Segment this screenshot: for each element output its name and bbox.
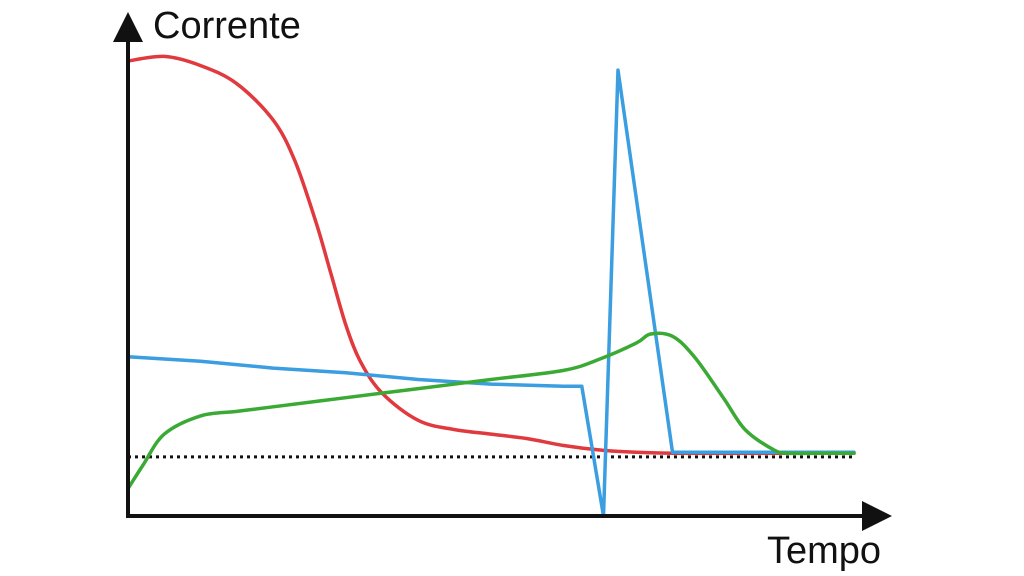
series-line-green bbox=[126, 331, 856, 491]
plot-area bbox=[126, 54, 856, 518]
y-axis-title: Corrente bbox=[153, 5, 301, 47]
series-line-blue bbox=[126, 68, 856, 518]
series-line-red bbox=[126, 54, 856, 456]
y-axis-arrow-icon bbox=[113, 12, 143, 42]
x-axis-title: Tempo bbox=[767, 530, 881, 572]
x-axis-arrow-icon bbox=[862, 501, 892, 531]
